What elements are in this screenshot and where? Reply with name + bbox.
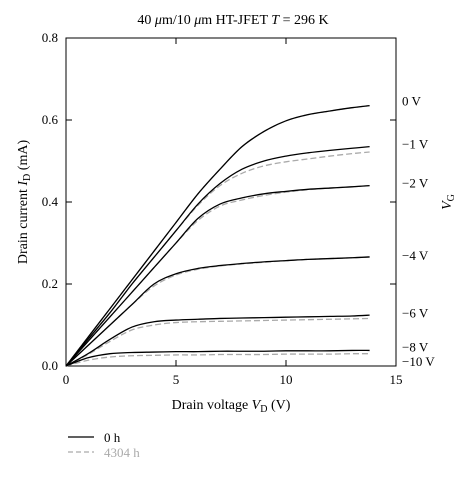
x-tick-label: 10: [280, 372, 293, 387]
y-tick-label: 0.0: [42, 358, 58, 373]
legend-label-0h: 0 h: [104, 430, 121, 445]
x-axis-ticks: 0 5 10 15: [63, 38, 403, 387]
curve-0h: [65, 146, 370, 367]
curve-0h: [65, 105, 370, 367]
gate-voltage-label: −8 V: [402, 340, 429, 355]
gate-voltage-label: −2 V: [402, 176, 429, 191]
x-tick-label: 15: [390, 372, 403, 387]
gate-voltage-label: −1 V: [402, 137, 429, 152]
legend-label-4304h: 4304 h: [104, 445, 140, 460]
gate-voltage-labels: 0 V −1 V −2 V −4 V −6 V −8 V−10 V: [402, 94, 435, 369]
y-tick-label: 0.6: [42, 112, 59, 127]
curve-0h: [65, 256, 370, 367]
chart-title: 40 μm/10 μm HT-JFET T = 296 K: [137, 13, 328, 28]
x-tick-label: 5: [173, 372, 180, 387]
y-tick-label: 0.8: [42, 30, 58, 45]
y-axis-title: Drain current ID (mA): [16, 140, 33, 265]
curve-0h: [65, 314, 370, 367]
gate-voltage-label: −10 V: [402, 354, 435, 369]
gate-voltage-label: −4 V: [402, 248, 429, 263]
y-axis-ticks: 0.0 0.2 0.4 0.6 0.8: [42, 30, 396, 373]
x-tick-label: 0: [63, 372, 70, 387]
legend: 0 h 4304 h: [68, 430, 140, 460]
gate-voltage-label: 0 V: [402, 94, 422, 109]
curve-4304h: [65, 353, 370, 367]
curve-4304h: [65, 151, 370, 367]
curve-0h: [65, 184, 370, 367]
y-tick-label: 0.4: [42, 194, 59, 209]
curve-4304h: [65, 105, 370, 367]
series-curves: [65, 105, 370, 367]
gate-voltage-label: −6 V: [402, 306, 429, 321]
y-tick-label: 0.2: [42, 276, 58, 291]
curve-4304h: [65, 317, 370, 367]
curve-0h: [65, 349, 370, 367]
x-axis-title: Drain voltage VD (V): [172, 398, 291, 415]
gate-voltage-axis-title: VG: [440, 194, 457, 210]
